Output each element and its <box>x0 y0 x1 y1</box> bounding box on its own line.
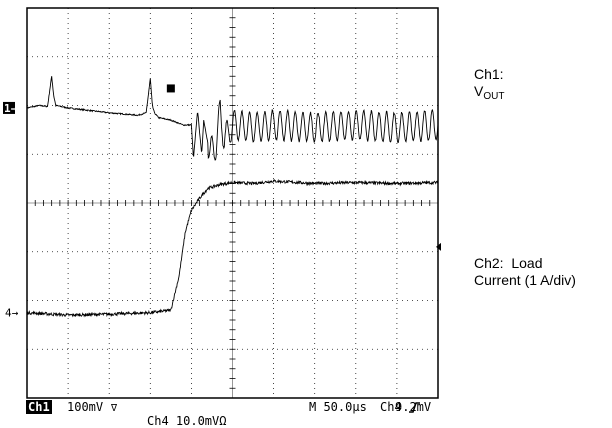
ch1-marker-box <box>3 101 15 114</box>
trace-ch4 <box>26 178 439 318</box>
trigger-level-readout: 9.2mV <box>395 400 431 414</box>
ch4-scale-readout: Ch4 10.0mVΩ <box>147 414 226 428</box>
ch1-scale-readout: 100mV <box>67 400 103 414</box>
ch2-name-line: Ch2: Load <box>474 255 576 272</box>
trigger-time-marker <box>166 84 175 93</box>
ch1-signal-main: V <box>474 83 484 99</box>
ch2-label: Ch2: Load Current (1 A/div) <box>474 255 576 289</box>
ch1-signal-sub: OUT <box>483 91 505 102</box>
trigger-slope-icon <box>409 402 420 413</box>
ch1-tag-background <box>26 400 52 414</box>
ch4-ground-marker: 4→ <box>5 307 19 320</box>
ch1-tag: Ch1 <box>28 400 50 414</box>
trace-ch1 <box>26 76 439 161</box>
graticule <box>26 7 439 399</box>
channel-markers: 1→ 4→ <box>3 84 441 320</box>
ch1-coupling-icon: ∇ <box>110 403 118 414</box>
ch1-signal: VOUT <box>474 83 504 105</box>
traces <box>26 76 439 318</box>
ch2-signal: Load <box>511 255 543 271</box>
trigger-level-arrow <box>436 242 441 251</box>
ch1-name: Ch1: <box>474 66 504 82</box>
ch2-scale-note: Current (1 A/div) <box>474 272 576 288</box>
ch2-name: Ch2: <box>474 255 504 271</box>
scope-readout: Ch1 100mV ∇ Ch4 10.0mVΩ M 50.0µs Ch4 9.2… <box>26 400 431 428</box>
ch1-label: Ch1: VOUT <box>474 66 504 105</box>
trigger-source-readout: Ch4 <box>380 400 402 414</box>
ch1-ground-marker: 1→ <box>4 102 18 115</box>
timebase-readout: M 50.0µs <box>309 400 367 414</box>
